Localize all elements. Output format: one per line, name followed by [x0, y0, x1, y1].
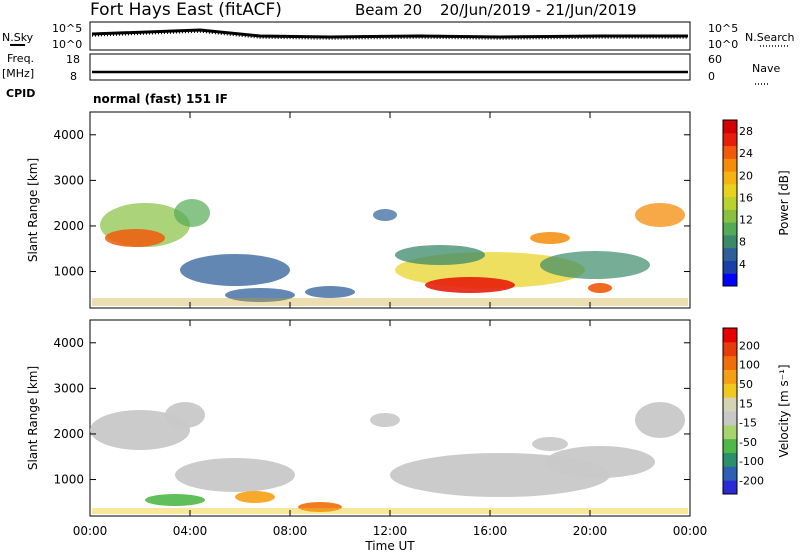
colorbar-swatch: [723, 260, 737, 274]
colorbar-swatch: [723, 196, 737, 210]
nsearch-label: N.Search: [745, 31, 795, 44]
y-tick-label: 4000: [53, 128, 84, 142]
y-tick-label: 1000: [53, 473, 84, 487]
nave-tick-top: 60: [708, 53, 722, 66]
x-tick-label: 04:00: [173, 524, 208, 538]
colorbar-swatch: [723, 171, 737, 185]
colorbar-swatch: [723, 383, 737, 398]
colorbar-swatch: [723, 341, 737, 357]
freq-tick-top: 18: [66, 53, 80, 66]
colorbar-swatch: [723, 369, 737, 384]
power-panel: [89, 111, 691, 309]
colorbar-swatch: [723, 209, 737, 223]
colorbar-swatch: [723, 247, 737, 261]
x-tick-label: 16:00: [473, 524, 508, 538]
y-tick-label: 1000: [53, 265, 84, 279]
colorbar-swatch: [723, 438, 737, 453]
colorbar-tick-label: 16: [739, 191, 753, 204]
colorbars-layer: 4 8 12 16 20 24 28 Power [dB] 200 100 50 15 -15 -50 -1…: [722, 119, 791, 495]
colorbar-frame: [722, 327, 738, 495]
colorbar-tick-label: 8: [739, 236, 746, 249]
x-tick-label: 00:00: [73, 524, 108, 538]
colorbar-tick-label: 200: [739, 339, 760, 352]
colorbar-swatch: [723, 234, 737, 249]
y-tick-label: 2000: [53, 427, 84, 441]
nsky-label: N.Sky: [2, 31, 34, 44]
axes-layer: 1000 2000 3000 4000 Slant Range [km] 1000 2000…: [26, 112, 707, 553]
nave-label: Nave: [752, 62, 780, 75]
colorbar-swatch: [723, 120, 737, 134]
y-tick-label: 4000: [53, 336, 84, 350]
y-axis-label: Slant Range [km]: [26, 158, 40, 262]
x-tick-label: 08:00: [273, 524, 308, 538]
colorbar-tick-label: 28: [739, 125, 753, 138]
x-axis-label: Time UT: [364, 539, 415, 553]
x-tick-label: 00:00: [673, 524, 708, 538]
colorbar-swatch: [723, 145, 737, 159]
nsky-panel: [89, 21, 691, 51]
cpid-value: normal (fast) 151 IF: [93, 92, 228, 106]
colorbar-frame: [722, 119, 738, 287]
nave-tick-bottom: 0: [708, 70, 715, 83]
colorbar-swatch: [723, 466, 737, 481]
colorbar-swatch: [723, 183, 737, 198]
colorbar-tick-label: -200: [739, 474, 764, 487]
colorbar-swatch: [723, 132, 737, 147]
colorbar-swatch: [723, 158, 737, 172]
colorbar-tick-label: 100: [739, 359, 760, 372]
colorbar-tick-label: -50: [739, 436, 757, 449]
colorbar-tick-label: 15: [739, 397, 753, 410]
y-tick-label: 3000: [53, 173, 84, 187]
nsky-exp-bottom: 10^0: [52, 38, 82, 51]
y-axis-label: Slant Range [km]: [26, 366, 40, 470]
colorbar-swatch: [723, 452, 737, 467]
colorbar-swatch: [723, 355, 737, 370]
colorbar-tick-label: 50: [739, 378, 753, 391]
colorbar-tick-label: -15: [739, 417, 757, 430]
x-tick-label: 12:00: [373, 524, 408, 538]
x-tick-label: 20:00: [573, 524, 608, 538]
colorbar-tick-label: 4: [739, 258, 746, 271]
freq-tick-bottom: 8: [70, 70, 77, 83]
station-title: Fort Hays East (fitACF): [90, 0, 282, 20]
colorbar-tick-label: 12: [739, 214, 753, 227]
colorbar-swatch: [723, 273, 737, 287]
mhz-label: [MHz]: [2, 67, 34, 80]
colorbar-swatch: [723, 424, 737, 440]
colorbar-label: Velocity [m s⁻¹]: [777, 364, 791, 457]
cpid-label: CPID: [6, 87, 35, 100]
colorbar-swatch: [723, 480, 737, 495]
colorbar-swatch: [723, 328, 737, 343]
colorbar-swatch: [723, 397, 737, 412]
nsearch-exp-bottom: 10^0: [708, 38, 738, 51]
colorbar-label: Power [dB]: [777, 170, 791, 235]
y-tick-label: 2000: [53, 219, 84, 233]
date-range: 20/Jun/2019 - 21/Jun/2019: [440, 1, 637, 19]
freq-label: Freq.: [7, 52, 34, 65]
freq-panel: [89, 53, 691, 81]
colorbar-swatch: [723, 411, 737, 426]
colorbar-tick-label: 24: [739, 147, 753, 160]
y-tick-label: 3000: [53, 381, 84, 395]
colorbar-tick-label: 20: [739, 169, 753, 182]
colorbar-tick-label: -100: [739, 455, 764, 468]
beam-label: Beam 20: [355, 1, 422, 19]
nsearch-exp-top: 10^5: [708, 22, 738, 35]
colorbar-swatch: [723, 222, 737, 236]
velocity-panel: [89, 319, 691, 517]
nsky-exp-top: 10^5: [52, 22, 82, 35]
